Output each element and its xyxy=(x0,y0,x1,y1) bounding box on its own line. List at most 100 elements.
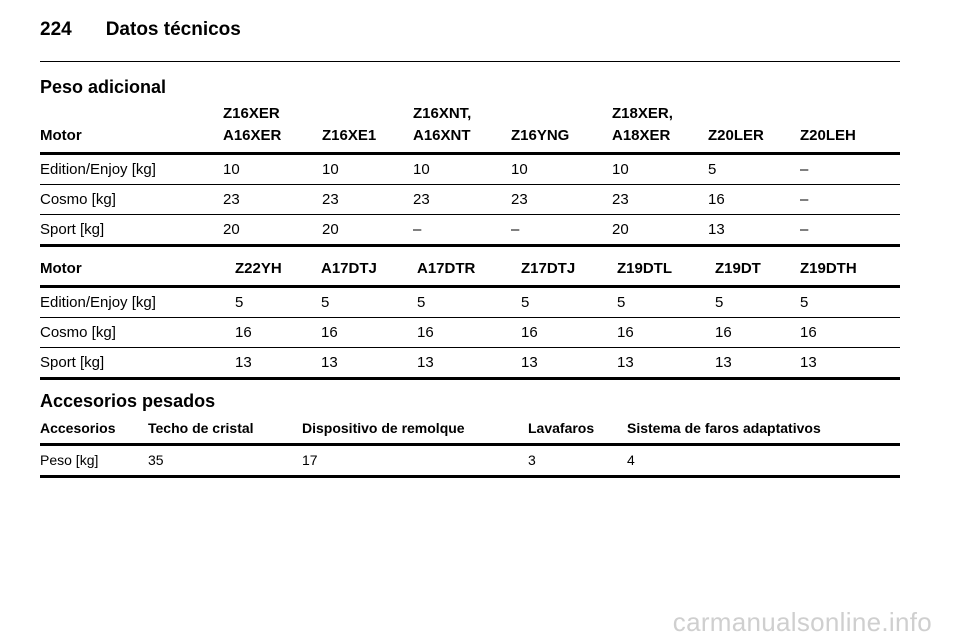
table-cell: 5 xyxy=(708,153,800,185)
column-header: Z16XNT, A16XNT xyxy=(413,103,511,155)
table-cell: – xyxy=(800,153,900,185)
table-cell: 20 xyxy=(223,214,322,247)
row-label: Cosmo [kg] xyxy=(40,317,235,348)
row-label: Cosmo [kg] xyxy=(40,184,223,215)
table-cell: 13 xyxy=(417,347,521,380)
column-header-line: Motor xyxy=(40,127,82,144)
table-cell: 5 xyxy=(417,286,521,318)
table-cell: 13 xyxy=(235,347,321,380)
column-header-line: Z16YNG xyxy=(511,127,570,144)
table-cell: 16 xyxy=(617,317,715,348)
table-cell: 10 xyxy=(413,153,511,185)
column-header: Z18XER, A18XER xyxy=(612,103,708,155)
table-cell: 23 xyxy=(223,184,322,215)
table-row: Peso [kg] 35 17 3 4 xyxy=(40,444,900,478)
section-title-accesorios-pesados: Accesorios pesados xyxy=(40,391,216,411)
table-cell: – xyxy=(800,184,900,215)
table-cell: 5 xyxy=(321,286,417,318)
column-header: Z22YH xyxy=(235,258,321,288)
table-cell: 5 xyxy=(715,286,800,318)
table-cell: 16 xyxy=(715,317,800,348)
column-header-line: Z16XER xyxy=(223,105,280,122)
column-header: Techo de cristal xyxy=(148,417,302,446)
table-header-row: Motor Z22YH A17DTJ A17DTR Z17DTJ Z19DTL Z19DT Z… xyxy=(40,258,900,288)
column-header: Z19DTL xyxy=(617,258,715,288)
column-header: Sistema de faros adaptativos xyxy=(627,417,900,446)
column-header: Z16YNG xyxy=(511,103,612,155)
table-cell: 3 xyxy=(528,444,627,478)
page-number: 224 xyxy=(40,19,72,40)
watermark: carmanualsonline.info xyxy=(672,607,932,637)
column-header: Dispositivo de remolque xyxy=(302,417,528,446)
column-header: Accesorios xyxy=(40,417,148,446)
table-cell: 16 xyxy=(321,317,417,348)
table-cell: 10 xyxy=(511,153,612,185)
row-label: Sport [kg] xyxy=(40,214,223,247)
page-title: Datos técnicos xyxy=(105,19,241,40)
table-cell: 5 xyxy=(617,286,715,318)
column-header: A17DTJ xyxy=(321,258,417,288)
table-cell: 17 xyxy=(302,444,528,478)
table-cell: 5 xyxy=(235,286,321,318)
table-cell: – xyxy=(413,214,511,247)
table-cell: – xyxy=(511,214,612,247)
column-header: Z20LER xyxy=(708,103,800,155)
column-header: Z16XER A16XER xyxy=(223,103,322,155)
table-cell: 23 xyxy=(413,184,511,215)
column-header: Motor xyxy=(40,103,223,155)
table-cell: 13 xyxy=(521,347,617,380)
page-header: 224 Datos técnicos xyxy=(40,19,241,41)
table-cell: 10 xyxy=(322,153,413,185)
column-header-line: Z20LER xyxy=(708,127,764,144)
table-cell: 23 xyxy=(612,184,708,215)
table-cell: 35 xyxy=(148,444,302,478)
row-label: Edition/Enjoy [kg] xyxy=(40,153,223,185)
column-header: Z17DTJ xyxy=(521,258,617,288)
table-cell: 4 xyxy=(627,444,900,478)
column-header: Z19DT xyxy=(715,258,800,288)
column-header-line: A16XNT xyxy=(413,127,471,144)
row-label: Sport [kg] xyxy=(40,347,235,380)
table-cell: 13 xyxy=(800,347,900,380)
table-cell: 20 xyxy=(322,214,413,247)
table-row: Cosmo [kg] 23 23 23 23 23 16– xyxy=(40,184,900,215)
column-header: Z16XE1 xyxy=(322,103,413,155)
column-header-line: Z16XE1 xyxy=(322,127,377,144)
additional-weight-table-petrol: Motor Z16XER A16XER Z16XE1 Z16XNT, A16XNT Z16Y… xyxy=(40,103,900,247)
table-cell: 10 xyxy=(223,153,322,185)
table-row: Edition/Enjoy [kg] 5 5 5 5 5 5 5 xyxy=(40,286,900,318)
table-cell: 13 xyxy=(321,347,417,380)
table-header-row: Accesorios Techo de cristal Dispositivo de… xyxy=(40,417,900,446)
section-title-peso-adicional: Peso adicional xyxy=(40,77,167,97)
table-row: Cosmo [kg] 16 16 16 16 16 16 16 xyxy=(40,317,900,348)
table-cell: – xyxy=(800,214,900,247)
column-header: A17DTR xyxy=(417,258,521,288)
column-header: Z20LEH xyxy=(800,103,900,155)
column-header-line: Z18XER, xyxy=(612,105,673,122)
row-label: Edition/Enjoy [kg] xyxy=(40,286,235,318)
column-header-line: Z16XNT, xyxy=(413,105,472,122)
table-cell: 13 xyxy=(715,347,800,380)
table-cell: 23 xyxy=(322,184,413,215)
table-cell: 16 xyxy=(235,317,321,348)
column-header-line: A18XER xyxy=(612,127,671,144)
column-header: Motor xyxy=(40,258,235,288)
table-row: Edition/Enjoy [kg] 10 10 10 10 10 5– xyxy=(40,153,900,185)
column-header: Z19DTH xyxy=(800,258,900,288)
table-cell: 16 xyxy=(521,317,617,348)
additional-weight-table-diesel: Motor Z22YH A17DTJ A17DTR Z17DTJ Z19DTL Z19DT Z… xyxy=(40,258,900,380)
column-header: Lavafaros xyxy=(528,417,627,446)
row-label: Peso [kg] xyxy=(40,444,148,478)
table-cell: 16 xyxy=(417,317,521,348)
table-cell: 5 xyxy=(521,286,617,318)
table-cell: 5 xyxy=(800,286,900,318)
table-cell: 20 xyxy=(612,214,708,247)
table-cell: 16 xyxy=(708,184,800,215)
table-cell: 13 xyxy=(617,347,715,380)
header-divider xyxy=(40,61,900,62)
column-header-line: Z20LEH xyxy=(800,127,856,144)
table-cell: 10 xyxy=(612,153,708,185)
table-header-row: Motor Z16XER A16XER Z16XE1 Z16XNT, A16XNT Z16Y… xyxy=(40,103,900,155)
table-cell: 23 xyxy=(511,184,612,215)
table-cell: 16 xyxy=(800,317,900,348)
